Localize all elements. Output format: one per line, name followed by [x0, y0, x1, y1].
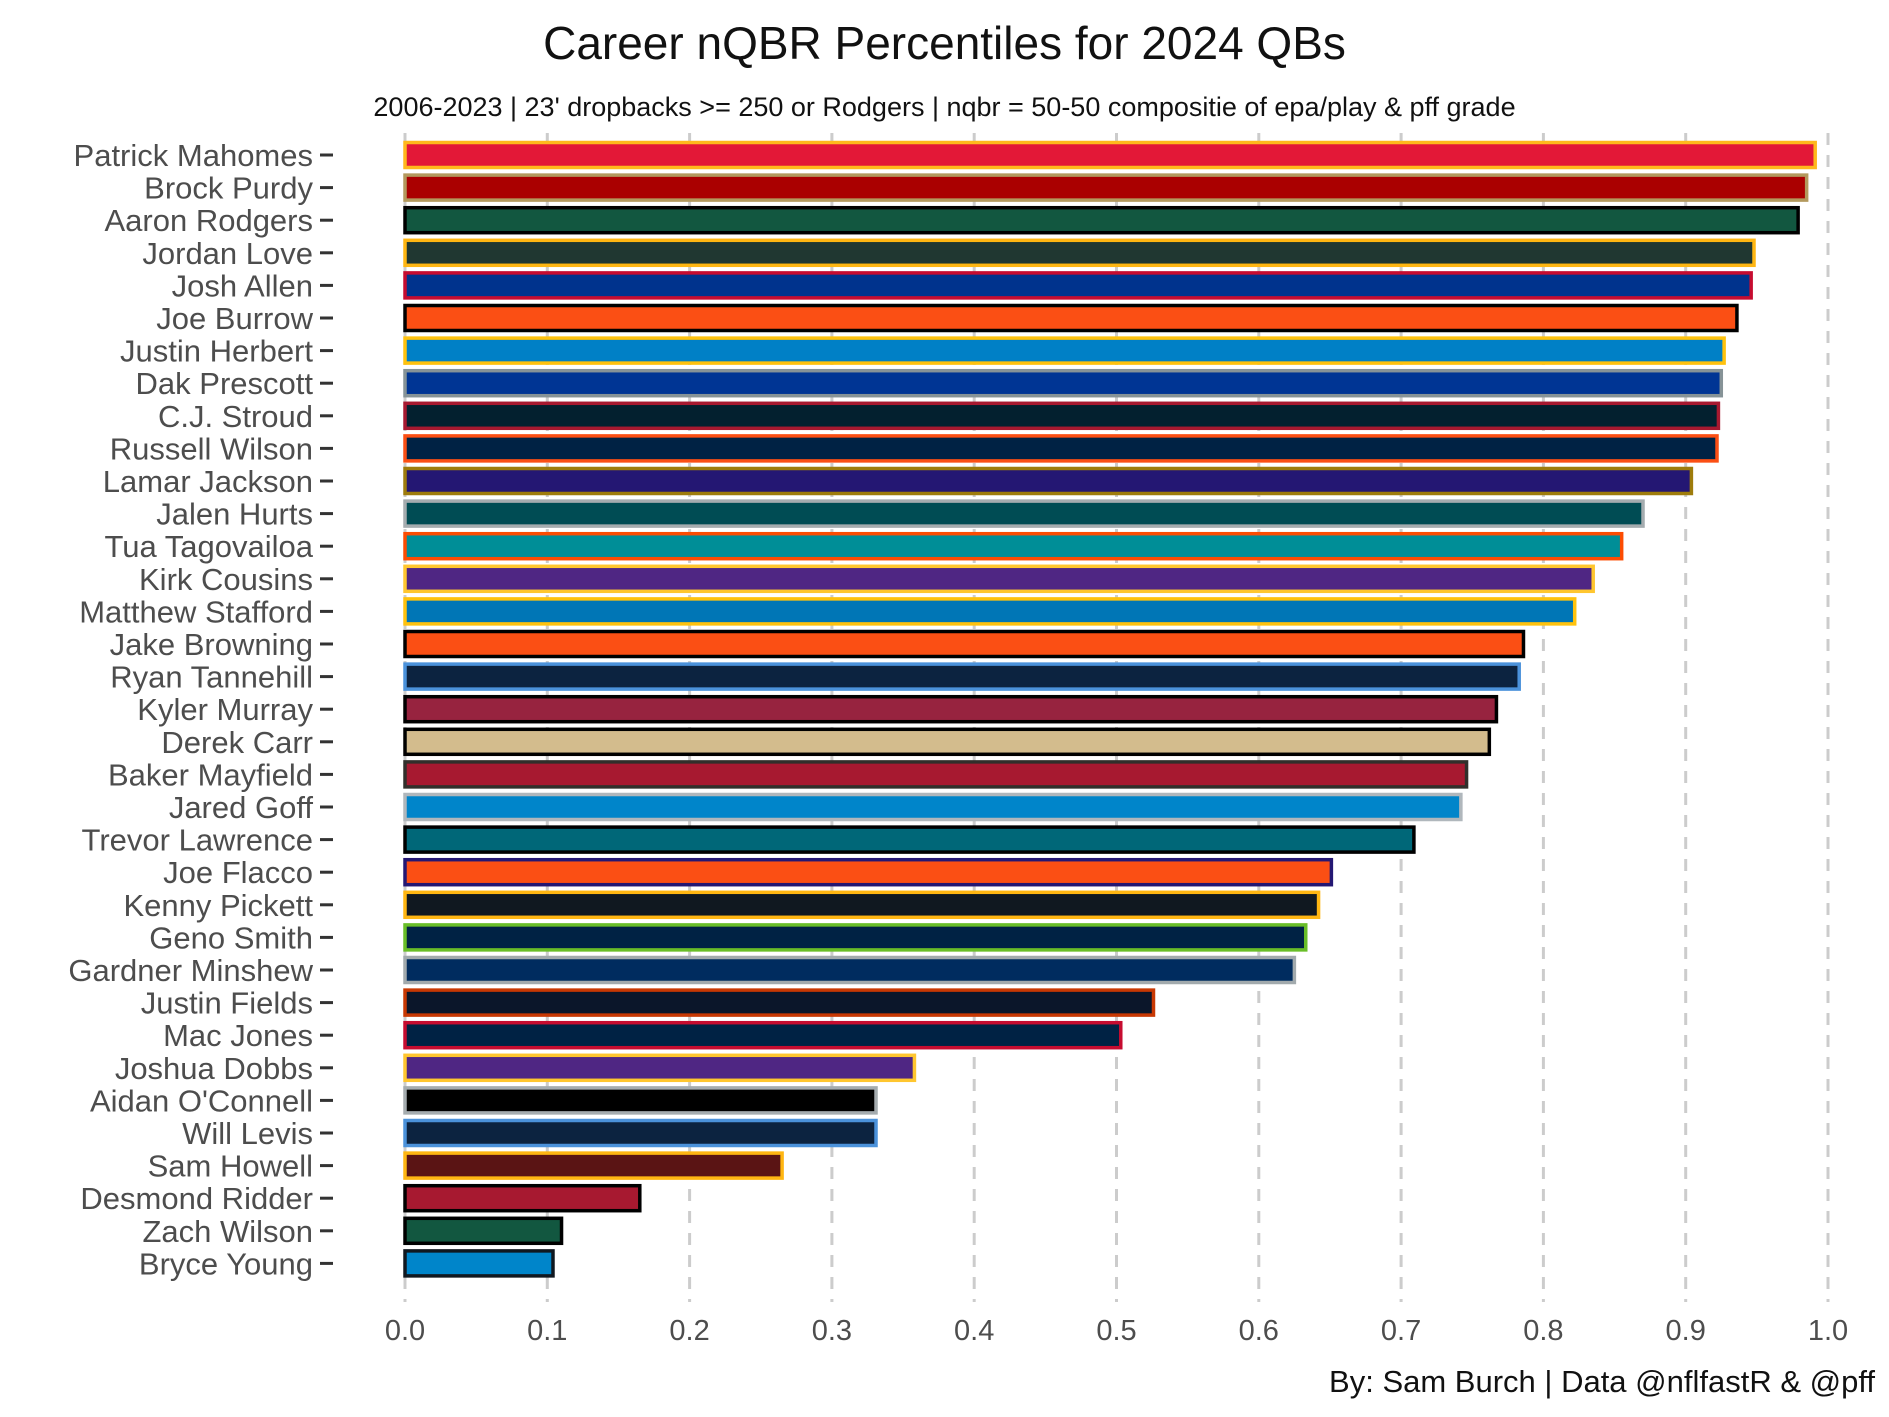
bar: [403, 890, 1321, 920]
bar: [403, 662, 1521, 691]
bar: [403, 499, 1645, 528]
bar: [403, 1249, 555, 1278]
bar: [403, 727, 1492, 757]
bar: [403, 140, 1817, 170]
bars: [403, 140, 1817, 1278]
y-tick-label: Jake Browning: [110, 627, 313, 662]
y-tick-label: Justin Herbert: [120, 334, 313, 369]
y-tick-label: Zach Wilson: [142, 1214, 313, 1249]
y-tick-label: Brock Purdy: [144, 171, 313, 206]
bar: [403, 1020, 1123, 1050]
y-tick-label: Sam Howell: [148, 1149, 313, 1184]
x-tick-label: 0.5: [1096, 1315, 1136, 1347]
x-tick-label: 0.7: [1381, 1315, 1421, 1347]
bar: [403, 205, 1800, 235]
bar: [403, 368, 1724, 398]
x-tick-label: 0.2: [669, 1315, 709, 1347]
y-tick-label: Russell Wilson: [110, 431, 313, 466]
y-tick-label: Dak Prescott: [136, 366, 314, 401]
y-tick-label: Joe Burrow: [156, 301, 313, 336]
y-tick-label: Josh Allen: [172, 268, 313, 303]
y-tick-label: Kirk Cousins: [139, 562, 313, 597]
y-tick-label: Ryan Tannehill: [110, 660, 313, 695]
bar: [403, 1151, 784, 1180]
y-tick-label: Kyler Murray: [137, 692, 313, 727]
y-tick-label: Patrick Mahomes: [74, 138, 313, 173]
bar: [403, 1118, 878, 1148]
bar: [403, 857, 1334, 887]
bar: [403, 336, 1726, 365]
bar: [403, 694, 1499, 724]
bar: [403, 1086, 878, 1115]
x-tick-label: 1.0: [1808, 1315, 1848, 1347]
y-tick-label: Lamar Jackson: [103, 464, 313, 499]
bar: [403, 760, 1469, 789]
y-tick-label: Joe Flacco: [163, 855, 313, 890]
y-tick-label: Aidan O'Connell: [90, 1083, 313, 1118]
x-tick-label: 0.0: [385, 1315, 425, 1347]
y-tick-label: Geno Smith: [149, 920, 313, 955]
x-tick-label: 0.4: [954, 1315, 994, 1347]
bar: [403, 271, 1753, 300]
y-tick-label: Mac Jones: [163, 1018, 313, 1053]
bar: [403, 173, 1809, 202]
bar: [403, 1183, 642, 1213]
y-tick-label: Aaron Rodgers: [104, 203, 313, 238]
bar: [403, 629, 1526, 659]
y-tick-label: Jared Goff: [169, 790, 314, 825]
y-tick-label: Derek Carr: [161, 725, 313, 760]
y-tick-label: Justin Fields: [141, 986, 313, 1021]
x-tick-label: 0.1: [527, 1315, 567, 1347]
bar: [403, 531, 1624, 561]
x-tick-label: 0.8: [1523, 1315, 1563, 1347]
y-tick-label: Kenny Pickett: [123, 888, 313, 923]
bar: [403, 303, 1739, 333]
bar: [403, 1053, 917, 1083]
bar: [403, 792, 1463, 822]
y-tick-label: Bryce Young: [139, 1246, 313, 1281]
x-axis-ticks: 0.0 0.1 0.2 0.3 0.4 0.5 0.6 0.7 0.8 0.9 1.0: [385, 1315, 1848, 1347]
y-tick-label: Matthew Stafford: [79, 594, 313, 629]
y-tick-label: Baker Mayfield: [108, 757, 313, 792]
bar: [403, 401, 1721, 431]
chart-title: Career nQBR Percentiles for 2024 QBs: [543, 17, 1346, 69]
y-tick-label: Jalen Hurts: [156, 497, 313, 532]
bar: [403, 466, 1694, 496]
bar: [403, 434, 1719, 463]
y-tick-label: Trevor Lawrence: [82, 823, 313, 858]
x-tick-label: 0.6: [1239, 1315, 1279, 1347]
chart-caption: By: Sam Burch | Data @nflfastR & @pff: [1329, 1364, 1875, 1399]
chart-subtitle: 2006-2023 | 23' dropbacks >= 250 or Rodg…: [373, 92, 1516, 122]
bar: [403, 597, 1577, 626]
bar: [403, 923, 1308, 952]
y-tick-label: Desmond Ridder: [80, 1181, 313, 1216]
bar: [403, 955, 1297, 985]
y-tick-label: Gardner Minshew: [68, 953, 313, 988]
bar: [403, 988, 1156, 1017]
y-tick-label: C.J. Stroud: [158, 399, 313, 434]
y-tick-label: Joshua Dobbs: [115, 1051, 313, 1086]
y-tick-label: Tua Tagovailoa: [104, 529, 313, 564]
bar: [403, 238, 1756, 268]
y-tick-label: Jordan Love: [142, 236, 313, 271]
x-tick-label: 0.9: [1666, 1315, 1706, 1347]
bar: [403, 564, 1595, 594]
x-tick-label: 0.3: [812, 1315, 852, 1347]
y-tick-label: Will Levis: [182, 1116, 313, 1151]
bar: [403, 825, 1416, 854]
bar: [403, 1216, 564, 1246]
